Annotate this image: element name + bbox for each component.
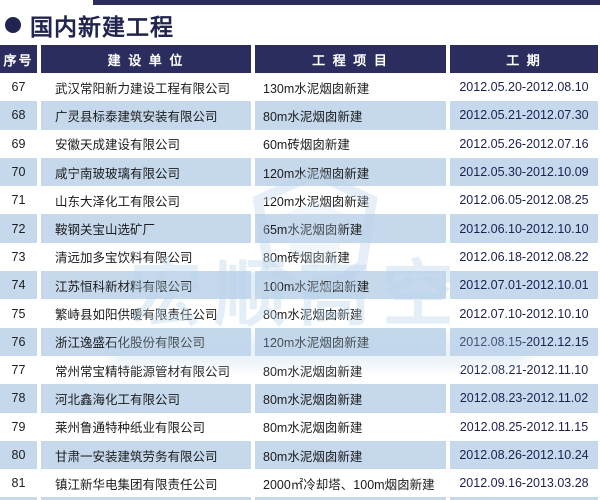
- table-row: 72 鞍钢关宝山选矿厂 65m水泥烟囱新建 2012.06.10-2012.10…: [0, 214, 600, 243]
- row-no: 68: [0, 101, 37, 130]
- table-row: 67 武汉常阳新力建设工程有限公司 130m水泥烟囱新建 2012.05.20-…: [0, 73, 600, 102]
- table-row: 71 山东大泽化工有限公司 120m水泥烟囱新建 2012.06.05-2012…: [0, 186, 600, 215]
- row-project: 80m水泥烟囱新建: [255, 384, 446, 413]
- row-period: 2012.07.10-2012.10.10: [450, 299, 598, 328]
- row-no: 69: [0, 129, 37, 158]
- row-company: 繁峙县如阳供暖有限责任公司: [41, 299, 251, 328]
- row-no: 75: [0, 299, 37, 328]
- row-company: 甘肃一安装建筑劳务有限公司: [41, 440, 251, 470]
- row-company: 广灵县标泰建筑安装有限公司: [41, 101, 251, 130]
- row-no: 81: [0, 469, 37, 498]
- table-row: 70 咸宁南玻玻璃有限公司 120m水泥烟囱新建 2012.05.30-2012…: [0, 157, 600, 187]
- top-accent-bar: [93, 0, 600, 5]
- row-project: 120m水泥烟囱新建: [255, 186, 446, 215]
- row-company: 咸宁南玻玻璃有限公司: [41, 157, 251, 187]
- column-header-project: 工 程 项 目: [255, 45, 446, 73]
- table-row: 79 莱州鲁通特种纸业有限公司 80m水泥烟囱新建 2012.08.25-201…: [0, 412, 600, 441]
- table-row: 76 浙江逸盛石化股份有限公司 120m水泥烟囱新建 2012.08.15-20…: [0, 327, 600, 356]
- row-company: 浙江逸盛石化股份有限公司: [41, 327, 251, 356]
- row-no: 74: [0, 271, 37, 300]
- row-company: 安徽天成建设有限公司: [41, 129, 251, 158]
- bullet-icon: [5, 17, 21, 33]
- table-row: 69 安徽天成建设有限公司 60m砖烟囱新建 2012.05.26-2012.0…: [0, 129, 600, 158]
- row-company: 江苏恒科新材料有限公司: [41, 271, 251, 300]
- row-project: 80m水泥烟囱新建: [255, 299, 446, 328]
- row-project: 80m水泥烟囱新建: [255, 440, 446, 470]
- row-project: 80m水泥烟囱新建: [255, 412, 446, 441]
- table-body: 67 武汉常阳新力建设工程有限公司 130m水泥烟囱新建 2012.05.20-…: [0, 73, 600, 498]
- row-company: 常州常宝精特能源管材有限公司: [41, 355, 251, 385]
- section-header: 国内新建工程: [5, 8, 174, 42]
- row-project: 80m水泥烟囱新建: [255, 101, 446, 130]
- row-period: 2012.08.26-2012.10.24: [450, 440, 598, 470]
- row-company: 清远加多宝饮料有限公司: [41, 242, 251, 272]
- row-period: 2012.09.16-2013.03.28: [450, 469, 598, 498]
- column-header-company: 建 设 单 位: [41, 45, 251, 73]
- table-row: 81 镇江新华电集团有限责任公司 2000㎡冷却塔、100m烟囱新建 2012.…: [0, 469, 600, 498]
- row-no: 73: [0, 242, 37, 272]
- row-company: 鞍钢关宝山选矿厂: [41, 214, 251, 243]
- row-project: 65m水泥烟囱新建: [255, 214, 446, 243]
- table-row: 80 甘肃一安装建筑劳务有限公司 80m水泥烟囱新建 2012.08.26-20…: [0, 440, 600, 470]
- row-company: 山东大泽化工有限公司: [41, 186, 251, 215]
- table-row: 78 河北鑫海化工有限公司 80m水泥烟囱新建 2012.08.23-2012.…: [0, 384, 600, 413]
- row-no: 80: [0, 440, 37, 470]
- table-row: 68 广灵县标泰建筑安装有限公司 80m水泥烟囱新建 2012.05.21-20…: [0, 101, 600, 130]
- row-no: 70: [0, 157, 37, 187]
- row-period: 2012.08.23-2012.11.02: [450, 384, 598, 413]
- row-project: 2000㎡冷却塔、100m烟囱新建: [255, 469, 446, 498]
- row-company: 武汉常阳新力建设工程有限公司: [41, 73, 251, 102]
- row-period: 2012.08.21-2012.11.10: [450, 355, 598, 385]
- partial-next-row: [0, 497, 600, 500]
- row-period: 2012.06.18-2012.08.22: [450, 242, 598, 272]
- column-header-period: 工 期: [450, 45, 598, 73]
- row-project: 80m砖烟囱新建: [255, 242, 446, 272]
- row-period: 2012.05.26-2012.07.16: [450, 129, 598, 158]
- column-header-no: 序号: [0, 45, 37, 73]
- row-no: 78: [0, 384, 37, 413]
- row-project: 60m砖烟囱新建: [255, 129, 446, 158]
- row-period: 2012.08.15-2012.12.15: [450, 327, 598, 356]
- row-no: 77: [0, 355, 37, 385]
- row-project: 100m水泥烟囱新建: [255, 271, 446, 300]
- table-row: 74 江苏恒科新材料有限公司 100m水泥烟囱新建 2012.07.01-201…: [0, 271, 600, 300]
- table-header-row: 序号 建 设 单 位 工 程 项 目 工 期: [0, 45, 600, 73]
- row-project: 120m水泥烟囱新建: [255, 157, 446, 187]
- row-no: 76: [0, 327, 37, 356]
- row-company: 莱州鲁通特种纸业有限公司: [41, 412, 251, 441]
- row-project: 130m水泥烟囱新建: [255, 73, 446, 102]
- table-row: 75 繁峙县如阳供暖有限责任公司 80m水泥烟囱新建 2012.07.10-20…: [0, 299, 600, 328]
- row-no: 79: [0, 412, 37, 441]
- row-no: 67: [0, 73, 37, 102]
- row-period: 2012.05.30-2012.10.09: [450, 157, 598, 187]
- page-title: 国内新建工程: [30, 14, 174, 40]
- row-company: 镇江新华电集团有限责任公司: [41, 469, 251, 498]
- row-company: 河北鑫海化工有限公司: [41, 384, 251, 413]
- row-project: 80m水泥烟囱新建: [255, 355, 446, 385]
- row-period: 2012.07.01-2012.10.01: [450, 271, 598, 300]
- row-period: 2012.08.25-2012.11.15: [450, 412, 598, 441]
- row-project: 120m水泥烟囱新建: [255, 327, 446, 356]
- row-no: 71: [0, 186, 37, 215]
- table-row: 77 常州常宝精特能源管材有限公司 80m水泥烟囱新建 2012.08.21-2…: [0, 355, 600, 385]
- table-row: 73 清远加多宝饮料有限公司 80m砖烟囱新建 2012.06.18-2012.…: [0, 242, 600, 272]
- row-period: 2012.05.20-2012.08.10: [450, 73, 598, 102]
- row-period: 2012.05.21-2012.07.30: [450, 101, 598, 130]
- row-no: 72: [0, 214, 37, 243]
- projects-table: 序号 建 设 单 位 工 程 项 目 工 期 67 武汉常阳新力建设工程有限公司…: [0, 45, 600, 500]
- row-period: 2012.06.05-2012.08.25: [450, 186, 598, 215]
- row-period: 2012.06.10-2012.10.10: [450, 214, 598, 243]
